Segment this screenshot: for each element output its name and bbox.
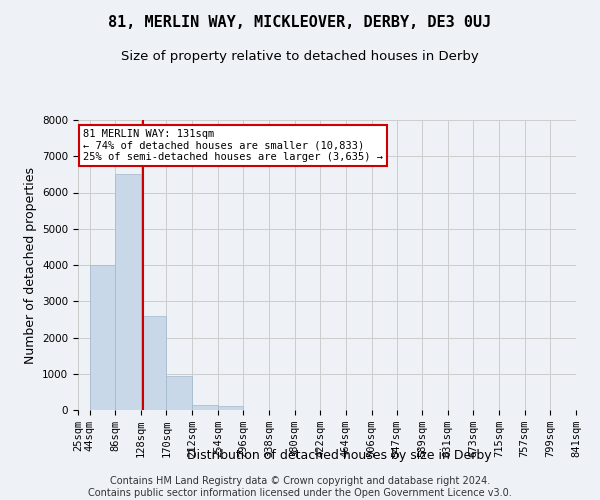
Bar bbox=[166, 376, 192, 410]
Text: 81 MERLIN WAY: 131sqm
← 74% of detached houses are smaller (10,833)
25% of semi-: 81 MERLIN WAY: 131sqm ← 74% of detached … bbox=[83, 128, 383, 162]
Bar bbox=[218, 406, 244, 410]
Y-axis label: Number of detached properties: Number of detached properties bbox=[23, 166, 37, 364]
Text: Contains HM Land Registry data © Crown copyright and database right 2024.
Contai: Contains HM Land Registry data © Crown c… bbox=[88, 476, 512, 498]
Bar bbox=[192, 404, 218, 410]
Text: Size of property relative to detached houses in Derby: Size of property relative to detached ho… bbox=[121, 50, 479, 63]
Bar bbox=[141, 316, 166, 410]
Bar bbox=[89, 265, 115, 410]
Text: Distribution of detached houses by size in Derby: Distribution of detached houses by size … bbox=[187, 448, 491, 462]
Bar bbox=[115, 174, 141, 410]
Text: 81, MERLIN WAY, MICKLEOVER, DERBY, DE3 0UJ: 81, MERLIN WAY, MICKLEOVER, DERBY, DE3 0… bbox=[109, 15, 491, 30]
